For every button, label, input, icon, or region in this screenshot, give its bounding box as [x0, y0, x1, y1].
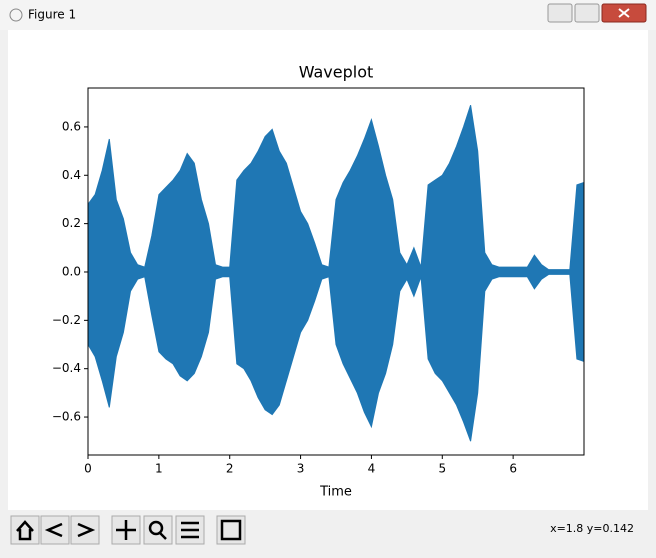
- x-tick-label: 4: [368, 462, 376, 476]
- y-tick-label: 0.6: [62, 119, 81, 133]
- app-icon: [9, 8, 23, 22]
- toolbar-icons: [16, 519, 242, 541]
- x-tick-label: 1: [155, 462, 163, 476]
- title-bar: [0, 0, 656, 30]
- y-tick-label: −0.6: [52, 410, 81, 424]
- y-tick-label: −0.4: [52, 361, 81, 375]
- zoom-button[interactable]: [143, 515, 173, 545]
- x-tick-label: 2: [226, 462, 234, 476]
- close-icon: [618, 8, 630, 18]
- x-tick-label: 6: [509, 462, 517, 476]
- minimize-button[interactable]: [547, 3, 573, 23]
- status-text: x=1.8 y=0.142: [550, 522, 634, 535]
- y-tick-label: −0.2: [52, 313, 81, 327]
- x-tick-label: 5: [438, 462, 446, 476]
- y-tick-label: 0.0: [62, 264, 81, 278]
- chart-title: Waveplot: [299, 63, 374, 82]
- y-tick-label: 0.2: [62, 216, 81, 230]
- x-tick-label: 0: [84, 462, 92, 476]
- y-tick-label: 0.4: [62, 168, 81, 182]
- maximize-button[interactable]: [574, 3, 600, 23]
- x-tick-label: 3: [297, 462, 305, 476]
- window-title: Figure 1: [28, 8, 76, 22]
- x-axis-label: Time: [319, 485, 352, 500]
